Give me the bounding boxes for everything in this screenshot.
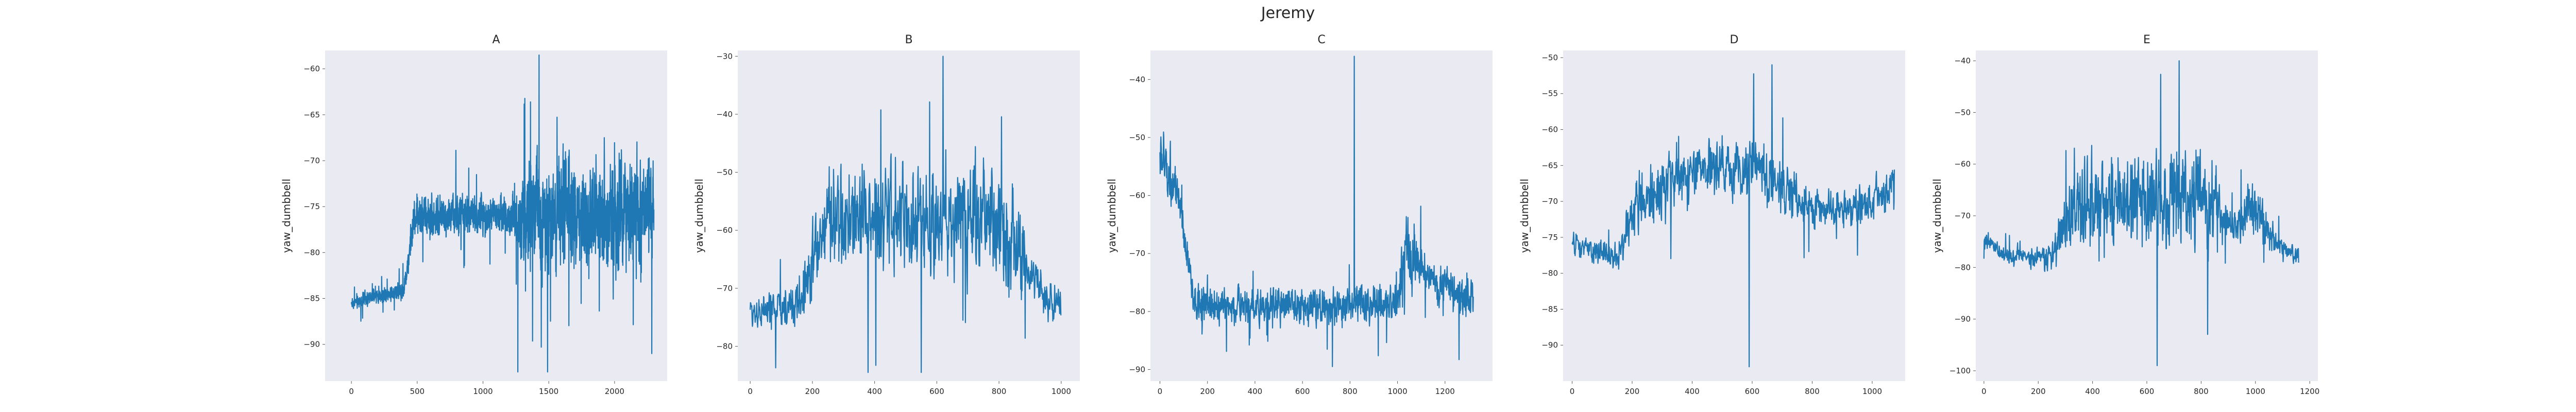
y-axis-label: yaw_dumbbell [1106, 179, 1118, 253]
x-tick-label: 600 [1745, 387, 1760, 396]
x-tick-label: 200 [2031, 387, 2046, 396]
y-tick-label: −80 [1129, 307, 1145, 316]
y-tick-label: −50 [1954, 108, 1971, 117]
x-tick-label: 800 [1805, 387, 1820, 396]
x-tick-label: 200 [1200, 387, 1215, 396]
x-tick-label: 400 [2085, 387, 2100, 396]
y-tick-label: −90 [303, 340, 320, 349]
subplot-title: E [2143, 33, 2150, 46]
plot-area [1563, 50, 1905, 381]
x-tick-label: 400 [1685, 387, 1700, 396]
y-tick-label: −75 [1541, 233, 1558, 242]
y-tick-label: −60 [1954, 160, 1971, 169]
x-tick-label: 0 [349, 387, 354, 396]
y-tick-label: −80 [1541, 269, 1558, 278]
y-tick-label: −75 [303, 202, 320, 211]
y-tick-label: −70 [1954, 211, 1971, 220]
y-tick-label: −60 [303, 64, 320, 74]
x-tick-label: 200 [805, 387, 820, 396]
y-tick-label: −40 [1954, 56, 1971, 65]
y-tick-label: −30 [716, 52, 733, 61]
y-axis-label: yaw_dumbbell [1518, 179, 1531, 253]
subplot-title: C [1317, 33, 1325, 46]
x-tick-label: 1000 [473, 387, 493, 396]
y-tick-label: −90 [1954, 315, 1971, 324]
y-tick-label: −100 [1950, 366, 1971, 375]
x-tick-label: 0 [1158, 387, 1163, 396]
y-tick-label: −85 [1541, 304, 1558, 314]
series-line [750, 56, 1062, 373]
subplot-title: A [492, 33, 500, 46]
x-tick-label: 600 [929, 387, 944, 396]
y-axis-label: yaw_dumbbell [693, 179, 705, 253]
y-tick-label: −40 [1129, 75, 1145, 84]
x-tick-label: 200 [1625, 387, 1640, 396]
series-line [351, 54, 655, 373]
x-tick-label: 1200 [2300, 387, 2319, 396]
y-axis-label: yaw_dumbbell [1931, 179, 1943, 253]
y-tick-label: −70 [716, 284, 733, 293]
x-tick-label: 800 [992, 387, 1007, 396]
y-tick-label: −55 [1541, 89, 1558, 98]
series-line [1159, 56, 1474, 367]
subplot-title: B [905, 33, 912, 46]
y-tick-label: −60 [1129, 191, 1145, 200]
series-line [1983, 60, 2299, 366]
y-tick-label: −50 [1541, 53, 1558, 62]
y-tick-label: −80 [303, 248, 320, 257]
y-tick-label: −90 [1541, 340, 1558, 350]
x-tick-label: 500 [410, 387, 425, 396]
x-tick-label: 400 [867, 387, 882, 396]
x-tick-label: 1200 [1435, 387, 1455, 396]
x-tick-label: 600 [1295, 387, 1310, 396]
x-tick-label: 800 [2194, 387, 2209, 396]
y-tick-label: −60 [1541, 125, 1558, 134]
x-tick-label: 0 [1981, 387, 1987, 396]
y-tick-label: −40 [716, 110, 733, 119]
plot-area [1150, 50, 1493, 381]
y-tick-label: −60 [716, 226, 733, 235]
y-tick-label: −90 [1129, 365, 1145, 374]
y-tick-label: −65 [303, 110, 320, 119]
y-tick-label: −70 [303, 156, 320, 165]
x-tick-label: 400 [1248, 387, 1263, 396]
x-tick-label: 1000 [1387, 387, 1407, 396]
x-tick-label: 800 [1343, 387, 1358, 396]
x-tick-label: 0 [748, 387, 753, 396]
y-tick-label: −70 [1541, 197, 1558, 206]
x-tick-label: 600 [2140, 387, 2155, 396]
y-tick-label: −70 [1129, 249, 1145, 258]
figure-title: Jeremy [1261, 4, 1315, 22]
x-tick-label: 1000 [1862, 387, 1882, 396]
y-tick-label: −50 [716, 168, 733, 177]
subplot-title: D [1730, 33, 1739, 46]
x-tick-label: 1500 [539, 387, 558, 396]
y-tick-label: −50 [1129, 133, 1145, 142]
x-tick-label: 2000 [605, 387, 624, 396]
y-axis-label: yaw_dumbbell [280, 179, 293, 253]
y-tick-label: −65 [1541, 161, 1558, 170]
y-tick-label: −85 [303, 294, 320, 303]
x-tick-label: 1000 [2246, 387, 2265, 396]
x-tick-label: 1000 [1052, 387, 1071, 396]
x-tick-label: 0 [1570, 387, 1575, 396]
y-tick-label: −80 [716, 341, 733, 351]
y-tick-label: −80 [1954, 263, 1971, 272]
series-line [1571, 64, 1895, 368]
